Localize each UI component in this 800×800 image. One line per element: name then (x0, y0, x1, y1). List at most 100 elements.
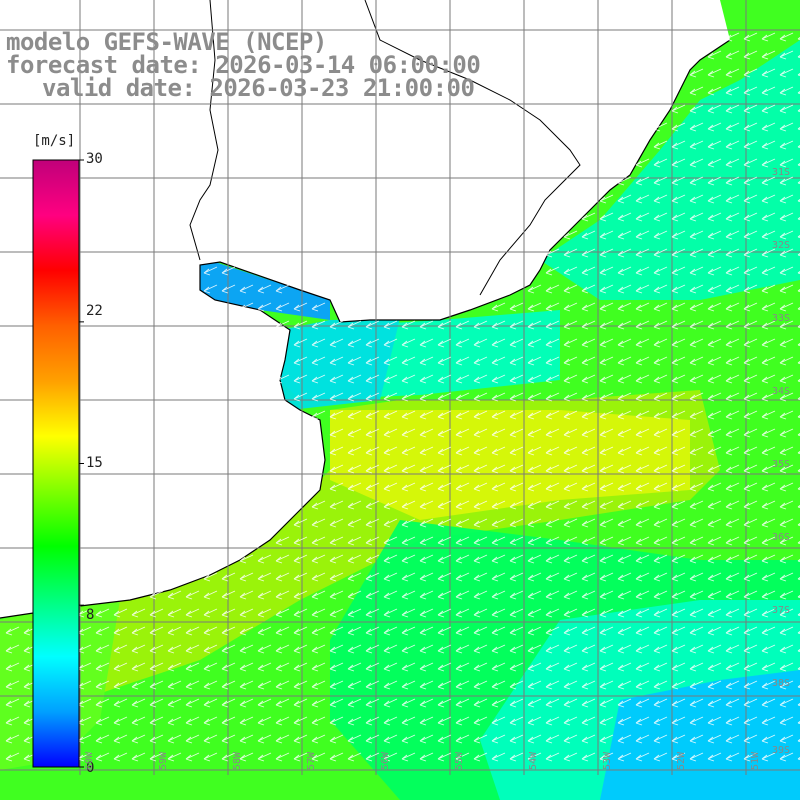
wind-arrow (275, 716, 290, 726)
wind-arrow (653, 266, 668, 276)
wind-arrow (401, 464, 416, 474)
wind-arrow (473, 356, 488, 366)
wind-arrow (797, 666, 800, 671)
wind-arrow (761, 32, 776, 42)
wind-arrow (743, 32, 758, 42)
wind-arrow (527, 464, 542, 474)
wind-arrow (563, 644, 578, 654)
wind-arrow (761, 662, 776, 672)
wind-arrow (707, 284, 722, 294)
wind-arrow (779, 644, 794, 654)
wind-arrow (671, 158, 686, 168)
wind-arrow (563, 626, 578, 636)
wind-arrow (653, 716, 668, 726)
wind-arrow (653, 572, 668, 582)
wind-arrow (743, 284, 758, 294)
land-mass (0, 0, 730, 618)
wind-arrow (707, 518, 722, 528)
wind-arrow (509, 572, 524, 582)
wind-arrow (743, 536, 758, 546)
wind-arrow (779, 194, 794, 204)
wind-arrow (797, 216, 800, 221)
wind-arrow (527, 626, 542, 636)
wind-arrow (797, 126, 800, 131)
wind-arrow (419, 482, 434, 492)
wind-arrow (131, 752, 146, 762)
wind-arrow (581, 356, 596, 366)
wind-arrow (743, 608, 758, 618)
wind-arrow (797, 144, 800, 149)
wind-arrow (293, 590, 308, 600)
wind-arrow (635, 374, 650, 384)
wind-arrow (653, 428, 668, 438)
wind-arrow (185, 680, 200, 690)
wind-arrow (797, 540, 800, 545)
wind-arrow (779, 500, 794, 510)
wind-arrow (419, 572, 434, 582)
wind-arrow (797, 684, 800, 689)
wind-arrow (707, 104, 722, 114)
wind-arrow (797, 576, 800, 581)
wind-arrow (509, 608, 524, 618)
wind-arrow (311, 338, 326, 348)
wind-arrow (509, 536, 524, 546)
wind-arrow (743, 320, 758, 330)
wind-arrow (725, 446, 740, 456)
wind-arrow (581, 338, 596, 348)
wind-arrow (599, 662, 614, 672)
wind-arrow (311, 662, 326, 672)
wind-arrow (401, 338, 416, 348)
wind-arrow (383, 320, 398, 330)
wind-arrow (725, 338, 740, 348)
wind-arrow (293, 680, 308, 690)
wind-arrow (779, 266, 794, 276)
wind-arrow (491, 590, 506, 600)
wind-arrow (491, 752, 506, 762)
wind-arrow (293, 644, 308, 654)
wind-arrow (797, 306, 800, 311)
wind-arrows (5, 32, 800, 762)
wind-arrow (329, 464, 344, 474)
wind-arrow (509, 392, 524, 402)
wind-arrow (329, 608, 344, 618)
wind-arrow (725, 608, 740, 618)
wind-arrow (293, 626, 308, 636)
wind-arrow (797, 468, 800, 473)
wind-arrow (635, 230, 650, 240)
wind-arrow (581, 266, 596, 276)
wind-arrow (563, 266, 578, 276)
wind-arrow (779, 302, 794, 312)
wind-arrow (365, 680, 380, 690)
wind-arrow (221, 266, 236, 276)
wind-arrow (653, 626, 668, 636)
wind-arrow (5, 734, 20, 744)
wind-arrow (671, 176, 686, 186)
wind-arrow (653, 194, 668, 204)
wind-arrow (149, 734, 164, 744)
wind-arrow (689, 644, 704, 654)
wind-arrow (797, 630, 800, 635)
wind-arrow (329, 356, 344, 366)
wind-arrow (797, 36, 800, 41)
wind-arrow (707, 554, 722, 564)
wind-arrow (743, 590, 758, 600)
wind-arrow (347, 734, 362, 744)
wind-arrow (455, 464, 470, 474)
wind-arrow (437, 626, 452, 636)
wind-arrow (725, 698, 740, 708)
wind-arrow (491, 392, 506, 402)
wind-arrow (779, 68, 794, 78)
wind-arrow (545, 266, 560, 276)
wind-arrow (563, 500, 578, 510)
wind-arrow (257, 572, 272, 582)
wind-arrow (779, 662, 794, 672)
wind-arrow (563, 536, 578, 546)
wind-arrow (329, 590, 344, 600)
wind-arrow (761, 140, 776, 150)
wind-arrow (275, 284, 290, 294)
wind-arrow (527, 320, 542, 330)
wind-arrow (329, 644, 344, 654)
wind-arrow (671, 410, 686, 420)
wind-arrow (797, 756, 800, 761)
